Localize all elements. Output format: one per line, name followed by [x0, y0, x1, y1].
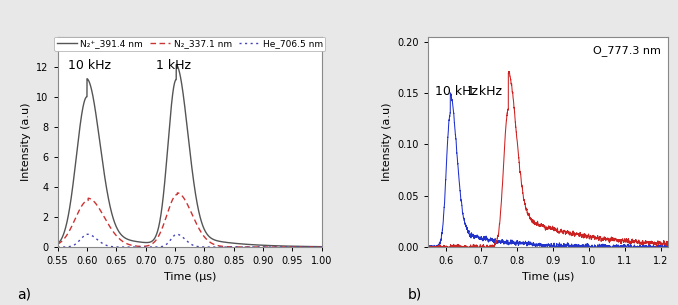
N₂_337.1 nm [310, 245, 318, 249]
Y-axis label: Intensity (a.u): Intensity (a.u) [382, 102, 392, 181]
N₂_337.1 nm [167, 202, 175, 206]
N₂⁺_391.4 nm [179, 92, 187, 96]
N₂⁺_391.4 nm [318, 245, 326, 249]
He_706.5 nm [165, 240, 173, 244]
He_706.5 nm [318, 245, 326, 249]
X-axis label: Time (μs): Time (μs) [521, 272, 574, 282]
N₂⁺_391.4 nm [54, 242, 62, 246]
N₂⁺_391.4 nm [245, 243, 254, 246]
Line: N₂⁺_391.4 nm: N₂⁺_391.4 nm [58, 65, 322, 247]
N₂_337.1 nm [245, 245, 254, 249]
N₂⁺_391.4 nm [165, 135, 173, 139]
Line: He_706.5 nm: He_706.5 nm [58, 234, 322, 247]
Text: 1 kHz: 1 kHz [467, 85, 502, 98]
Text: O_777.3 nm: O_777.3 nm [593, 45, 660, 56]
He_706.5 nm [167, 238, 175, 241]
N₂_337.1 nm [165, 208, 173, 212]
N₂_337.1 nm [54, 242, 62, 246]
He_706.5 nm [310, 245, 318, 249]
He_706.5 nm [54, 245, 62, 249]
N₂⁺_391.4 nm [167, 111, 175, 114]
N₂_337.1 nm [296, 245, 304, 249]
Y-axis label: Intensity (a.u): Intensity (a.u) [20, 102, 31, 181]
N₂⁺_391.4 nm [296, 245, 304, 248]
Text: 1 kHz: 1 kHz [156, 59, 191, 72]
Line: N₂_337.1 nm: N₂_337.1 nm [58, 193, 322, 247]
He_706.5 nm [245, 245, 254, 249]
He_706.5 nm [296, 245, 304, 249]
N₂⁺_391.4 nm [310, 245, 318, 248]
He_706.5 nm [179, 236, 187, 239]
N₂_337.1 nm [318, 245, 326, 249]
X-axis label: Time (μs): Time (μs) [163, 272, 216, 282]
Text: 10 kHz: 10 kHz [68, 59, 111, 72]
Text: b): b) [407, 288, 422, 302]
Text: a): a) [17, 288, 31, 302]
N₂_337.1 nm [179, 196, 187, 199]
Text: 10 kHz: 10 kHz [435, 85, 478, 98]
Legend: N₂⁺_391.4 nm, N₂_337.1 nm, He_706.5 nm: N₂⁺_391.4 nm, N₂_337.1 nm, He_706.5 nm [54, 37, 325, 51]
N₂⁺_391.4 nm [172, 63, 180, 66]
He_706.5 nm [173, 232, 181, 236]
N₂_337.1 nm [174, 191, 182, 195]
